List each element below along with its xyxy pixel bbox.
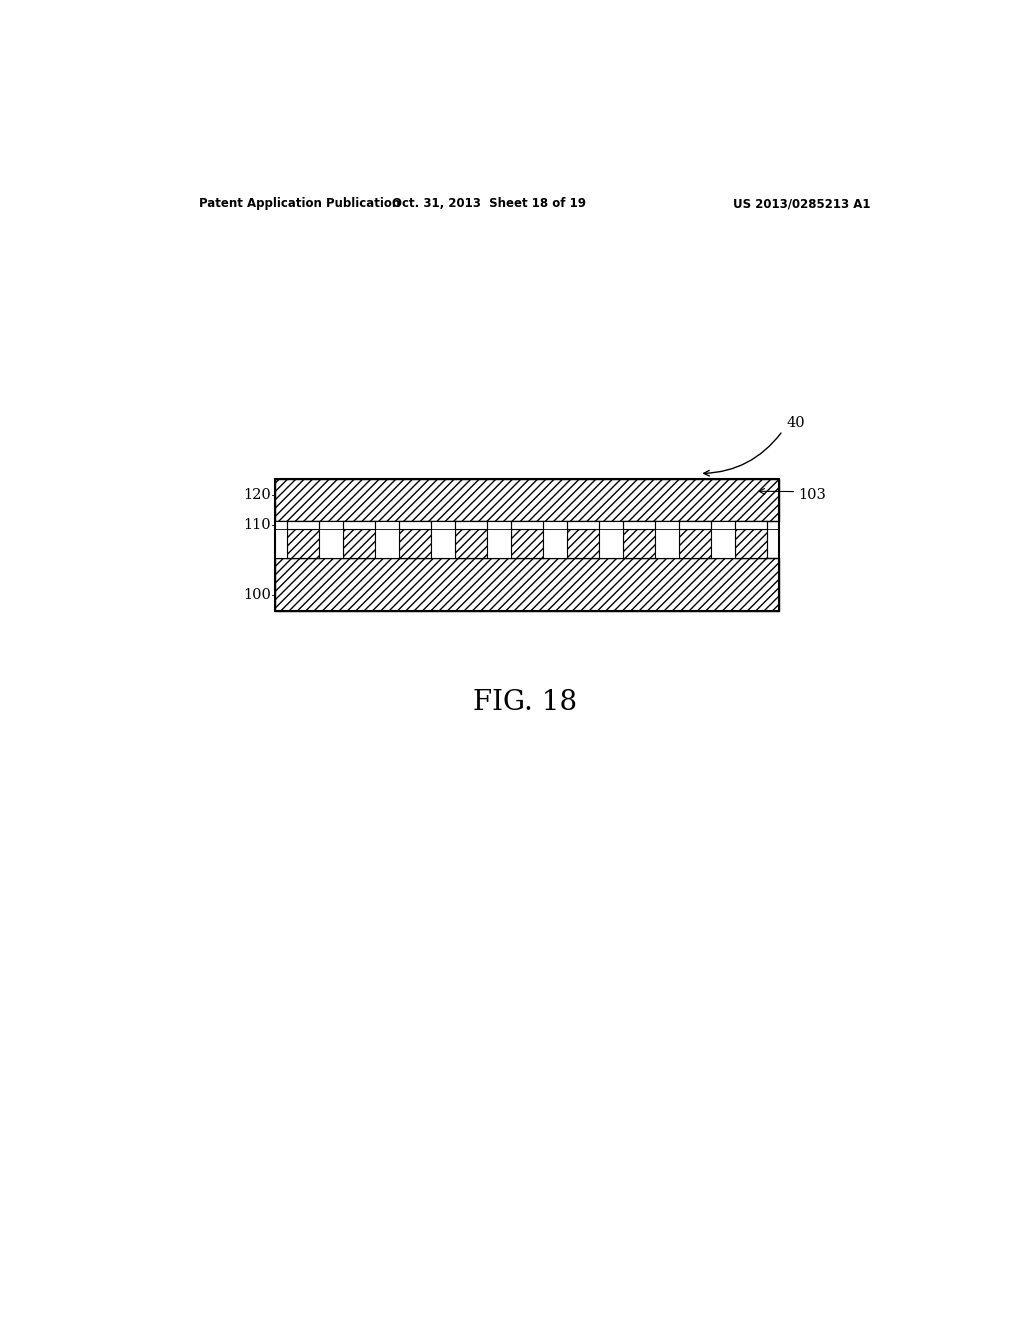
- Bar: [623, 529, 655, 558]
- Bar: [274, 479, 779, 611]
- Bar: [455, 529, 487, 558]
- Bar: [343, 521, 375, 529]
- Bar: [343, 529, 375, 558]
- Bar: [274, 479, 779, 521]
- Bar: [734, 529, 767, 558]
- Bar: [543, 521, 566, 558]
- Bar: [431, 521, 455, 558]
- Bar: [319, 521, 343, 558]
- Bar: [274, 521, 287, 558]
- Bar: [599, 521, 623, 558]
- Bar: [375, 521, 398, 558]
- Bar: [287, 529, 319, 558]
- Text: Patent Application Publication: Patent Application Publication: [200, 197, 400, 210]
- Bar: [679, 529, 711, 558]
- Text: 100: 100: [243, 587, 270, 602]
- Bar: [455, 521, 487, 529]
- Text: FIG. 18: FIG. 18: [473, 689, 577, 715]
- Bar: [511, 529, 543, 558]
- Bar: [398, 529, 431, 558]
- Bar: [511, 521, 543, 529]
- Bar: [623, 521, 655, 529]
- Bar: [679, 521, 711, 529]
- Bar: [287, 521, 319, 529]
- Bar: [487, 521, 511, 558]
- Bar: [566, 521, 599, 529]
- Bar: [655, 521, 679, 558]
- Bar: [711, 521, 734, 558]
- Text: 40: 40: [786, 416, 805, 430]
- Text: Oct. 31, 2013  Sheet 18 of 19: Oct. 31, 2013 Sheet 18 of 19: [392, 197, 586, 210]
- Text: US 2013/0285213 A1: US 2013/0285213 A1: [732, 197, 870, 210]
- Text: 110: 110: [244, 517, 270, 532]
- Bar: [566, 529, 599, 558]
- Bar: [274, 558, 779, 611]
- Bar: [734, 521, 767, 529]
- Text: 120: 120: [243, 487, 270, 502]
- Bar: [398, 521, 431, 529]
- Text: 103: 103: [799, 487, 826, 502]
